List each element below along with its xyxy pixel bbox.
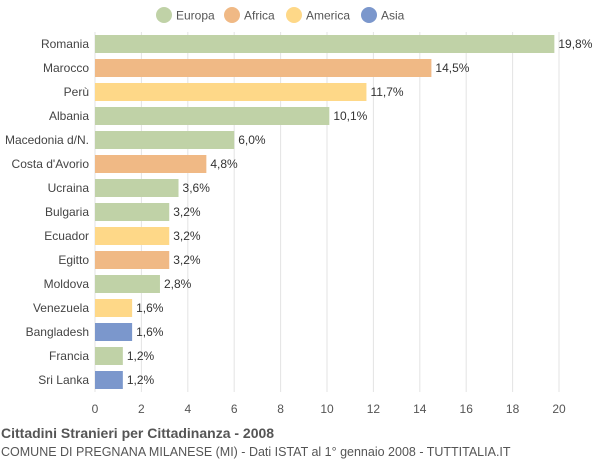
bar	[95, 83, 367, 101]
value-label: 1,6%	[136, 325, 164, 339]
x-tick-label: 10	[320, 402, 334, 416]
legend-label: Asia	[381, 9, 405, 23]
category-label: Bangladesh	[26, 325, 89, 339]
category-label: Moldova	[44, 277, 90, 291]
value-label: 3,2%	[173, 253, 201, 267]
legend-label: America	[306, 9, 350, 23]
category-label: Costa d'Avorio	[12, 157, 90, 171]
chart-subtitle: COMUNE DI PREGNANA MILANESE (MI) - Dati …	[1, 445, 511, 459]
legend-label: Africa	[244, 9, 275, 23]
x-tick-label: 14	[413, 402, 427, 416]
bar	[95, 347, 123, 365]
category-label: Macedonia d/N.	[5, 133, 89, 147]
bar	[95, 179, 179, 197]
bar	[95, 323, 133, 341]
value-label: 1,6%	[136, 301, 164, 315]
bar-chart: Romania Marocco Perù Albania Macedonia d/N. C…	[5, 7, 593, 416]
bar	[95, 251, 170, 269]
bar	[95, 203, 170, 221]
legend-swatch	[361, 7, 377, 23]
category-label: Francia	[49, 349, 89, 363]
category-labels: Romania Marocco Perù Albania Macedonia d/N. C…	[5, 37, 89, 387]
bar	[95, 155, 207, 173]
bar	[95, 107, 330, 125]
value-label: 1,2%	[127, 373, 155, 387]
category-label: Ucraina	[48, 181, 90, 195]
value-label: 1,2%	[127, 349, 155, 363]
x-tick-label: 6	[231, 402, 238, 416]
x-tick-label: 16	[460, 402, 474, 416]
legend-swatch	[156, 7, 172, 23]
x-tick-label: 2	[138, 402, 145, 416]
legend: Europa Africa America Asia	[156, 7, 405, 23]
value-label: 6,0%	[238, 133, 266, 147]
category-label: Romania	[41, 37, 89, 51]
value-label: 3,6%	[183, 181, 211, 195]
category-label: Ecuador	[44, 229, 89, 243]
legend-swatch	[286, 7, 302, 23]
category-label: Albania	[49, 109, 89, 123]
bar	[95, 59, 432, 77]
category-label: Marocco	[43, 61, 89, 75]
bar	[95, 299, 133, 317]
bar	[95, 275, 160, 293]
x-tick-label: 12	[367, 402, 381, 416]
category-label: Venezuela	[33, 301, 89, 315]
category-label: Egitto	[58, 253, 89, 267]
legend-swatch	[224, 7, 240, 23]
bars	[95, 35, 555, 389]
value-label: 10,1%	[333, 109, 367, 123]
x-tick-label: 0	[92, 402, 99, 416]
value-label: 19,8%	[558, 37, 592, 51]
x-axis-ticks: 0 2 4 6 8 10 12 14 16 18 20	[92, 402, 566, 416]
category-label: Perù	[64, 85, 89, 99]
bar	[95, 227, 170, 245]
value-label: 4,8%	[210, 157, 238, 171]
x-tick-label: 8	[277, 402, 284, 416]
bar	[95, 371, 123, 389]
value-label: 11,7%	[370, 85, 403, 99]
category-label: Sri Lanka	[38, 373, 89, 387]
value-label: 3,2%	[173, 205, 201, 219]
chart-title: Cittadini Stranieri per Cittadinanza - 2…	[1, 425, 275, 441]
bar	[95, 131, 235, 149]
category-label: Bulgaria	[45, 205, 89, 219]
value-labels: 19,8% 14,5% 11,7%10,1% 6,0%4,8% 3,6% 3,2% 3,2%…	[127, 37, 593, 387]
value-label: 2,8%	[164, 277, 192, 291]
x-tick-label: 4	[184, 402, 191, 416]
x-tick-label: 18	[506, 402, 520, 416]
value-label: 3,2%	[173, 229, 201, 243]
bar	[95, 35, 555, 53]
value-label: 14,5%	[435, 61, 469, 75]
legend-label: Europa	[176, 9, 215, 23]
x-tick-label: 20	[552, 402, 566, 416]
